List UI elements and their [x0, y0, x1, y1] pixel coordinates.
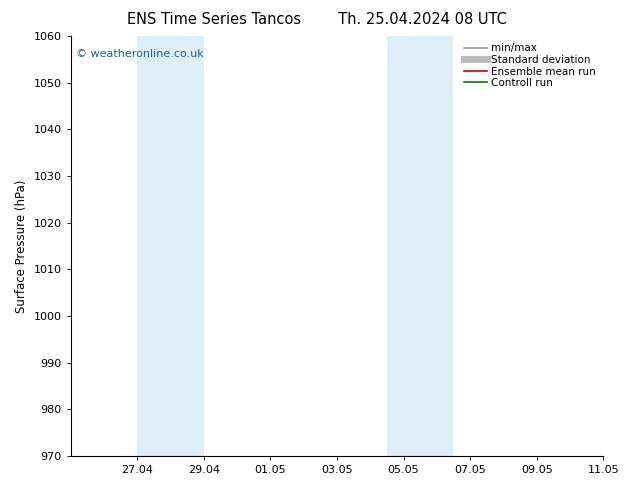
Legend: min/max, Standard deviation, Ensemble mean run, Controll run: min/max, Standard deviation, Ensemble me…	[462, 41, 598, 90]
Bar	[138, 36, 204, 456]
Bar	[387, 36, 453, 456]
Text: © weatheronline.co.uk: © weatheronline.co.uk	[76, 49, 204, 59]
Y-axis label: Surface Pressure (hPa): Surface Pressure (hPa)	[15, 179, 28, 313]
Text: ENS Time Series Tancos        Th. 25.04.2024 08 UTC: ENS Time Series Tancos Th. 25.04.2024 08…	[127, 12, 507, 27]
